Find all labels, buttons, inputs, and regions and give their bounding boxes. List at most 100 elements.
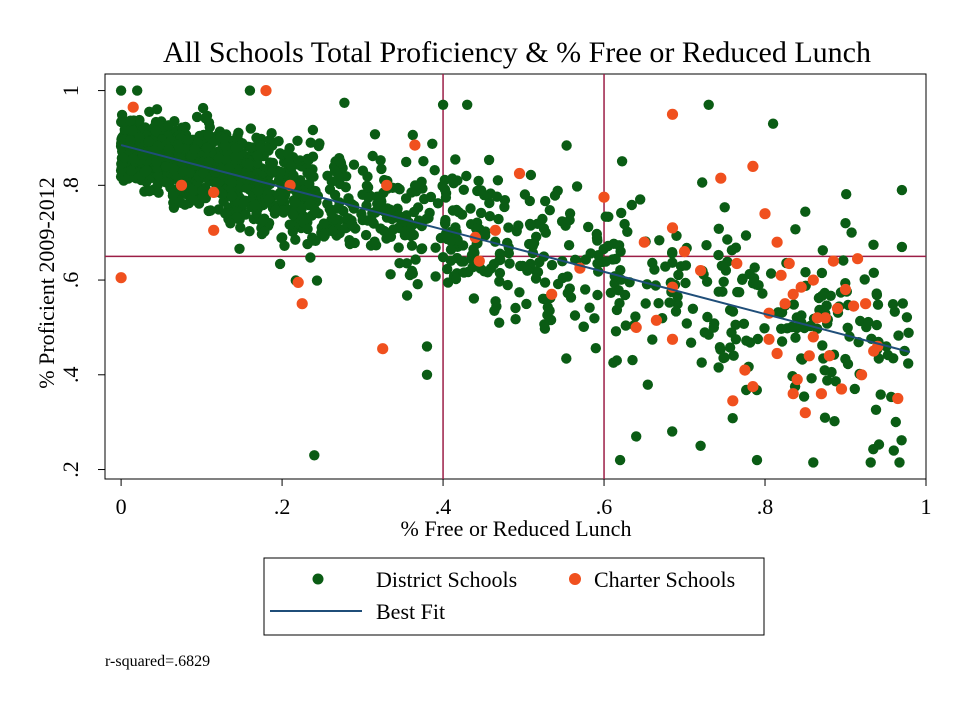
district-school-point xyxy=(307,124,319,136)
district-school-point xyxy=(367,150,378,162)
district-school-point xyxy=(616,156,628,167)
district-school-point xyxy=(226,177,237,188)
district-school-point xyxy=(901,312,913,323)
plot-area xyxy=(104,73,927,480)
charter-school-point xyxy=(783,257,795,270)
district-school-point xyxy=(160,177,171,188)
district-school-point xyxy=(274,258,286,270)
district-school-point xyxy=(318,218,330,229)
district-school-point xyxy=(724,342,736,353)
district-school-point xyxy=(502,279,513,291)
district-school-point xyxy=(600,211,611,222)
district-school-point xyxy=(292,135,303,146)
district-school-point xyxy=(174,142,185,153)
district-school-point xyxy=(887,299,899,310)
district-school-point xyxy=(163,120,174,131)
district-school-point xyxy=(115,85,127,96)
district-school-point xyxy=(830,376,841,387)
district-school-point xyxy=(798,391,810,402)
district-school-point xyxy=(144,186,155,197)
charter-school-point xyxy=(831,302,844,315)
district-school-point xyxy=(715,344,726,355)
district-school-point xyxy=(635,194,646,205)
district-school-point xyxy=(561,353,572,364)
charter-school-point xyxy=(666,333,679,345)
district-school-point xyxy=(614,454,626,466)
district-school-point xyxy=(741,335,752,346)
district-school-point xyxy=(348,159,360,170)
district-school-point xyxy=(237,197,249,209)
district-school-point xyxy=(563,240,575,251)
charter-school-point xyxy=(260,85,272,97)
district-school-point xyxy=(458,184,469,195)
district-school-point xyxy=(442,263,453,275)
district-school-point xyxy=(713,223,724,234)
district-school-point xyxy=(399,230,411,241)
district-school-point xyxy=(180,121,191,133)
district-school-point xyxy=(631,431,642,442)
district-school-point xyxy=(230,143,242,154)
y-axis: .2 .4 .6 .8 1 xyxy=(58,85,105,478)
charter-school-point xyxy=(296,298,308,310)
district-school-point xyxy=(263,193,275,205)
y-tick-label: .4 xyxy=(58,367,83,384)
district-school-point xyxy=(510,314,521,325)
charter-school-point xyxy=(807,331,819,343)
district-school-point xyxy=(703,99,714,111)
district-school-point xyxy=(127,153,138,165)
district-school-point xyxy=(890,416,901,428)
district-school-point xyxy=(284,219,295,230)
district-school-point xyxy=(730,242,742,253)
chart-title: All Schools Total Proficiency & % Free o… xyxy=(163,36,871,69)
district-school-point xyxy=(503,248,514,259)
district-school-point xyxy=(727,306,739,317)
district-school-point xyxy=(466,249,478,261)
district-school-point xyxy=(896,241,908,253)
district-school-point xyxy=(203,128,214,139)
district-school-point xyxy=(681,318,692,329)
district-school-point xyxy=(903,358,914,369)
y-tick-label: .8 xyxy=(58,177,83,194)
district-school-point xyxy=(134,114,145,126)
district-school-point xyxy=(344,238,356,250)
district-school-point xyxy=(524,218,536,230)
district-school-point xyxy=(708,322,719,333)
district-school-point xyxy=(125,115,136,126)
legend-box xyxy=(263,557,765,636)
district-school-point xyxy=(494,276,505,287)
district-school-point xyxy=(421,369,433,380)
district-school-point xyxy=(749,262,760,273)
district-school-point xyxy=(564,214,575,226)
district-school-point xyxy=(219,133,230,144)
district-school-point xyxy=(442,277,454,288)
district-school-point xyxy=(660,261,671,272)
district-school-point xyxy=(649,264,660,275)
district-school-point xyxy=(308,171,319,182)
district-school-point xyxy=(589,313,600,324)
district-school-point xyxy=(277,205,289,216)
district-school-point xyxy=(569,310,581,321)
district-school-point xyxy=(437,252,449,263)
reference-lines xyxy=(105,74,926,479)
district-school-point xyxy=(680,277,691,289)
charter-school-point xyxy=(630,321,642,333)
district-school-point xyxy=(266,167,278,178)
district-school-point xyxy=(610,253,621,265)
charter-school-point xyxy=(546,288,558,300)
district-school-point xyxy=(270,205,281,216)
district-school-point xyxy=(494,267,506,279)
district-school-point xyxy=(369,236,380,247)
district-school-point xyxy=(868,239,879,250)
district-school-point xyxy=(439,217,451,228)
district-school-point xyxy=(288,170,299,181)
district-school-point xyxy=(406,240,418,251)
district-school-point xyxy=(407,129,418,141)
district-school-point xyxy=(335,156,346,167)
district-school-point xyxy=(451,204,462,216)
district-school-point xyxy=(134,132,145,143)
district-school-point xyxy=(702,311,713,323)
district-school-point xyxy=(872,299,884,310)
district-school-point xyxy=(565,292,577,303)
district-school-point xyxy=(201,110,213,122)
district-school-point xyxy=(871,319,882,331)
